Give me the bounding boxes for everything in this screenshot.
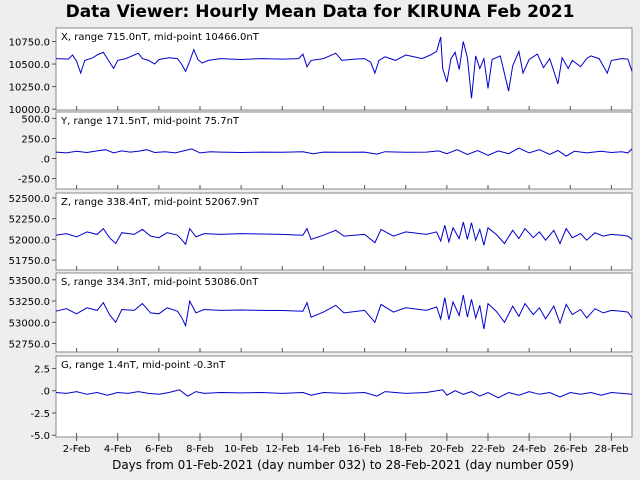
y-tick-label-z: 52250.0 — [9, 215, 50, 226]
y-tick-label-g: -5.0 — [30, 431, 50, 442]
y-tick-label-s: 52750.0 — [9, 340, 50, 351]
x-tick-label: 16-Feb — [348, 444, 382, 455]
y-tick-label-z: 51750.0 — [9, 256, 50, 267]
panel-y — [55, 111, 633, 190]
y-tick-label-s: 53250.0 — [9, 297, 50, 308]
x-tick-label: 10-Feb — [224, 444, 258, 455]
y-tick-label-g: -2.5 — [30, 409, 50, 420]
y-tick-label-g: .0 — [40, 387, 50, 398]
y-tick-label-x: 10250.0 — [9, 83, 50, 94]
x-tick-label: 12-Feb — [265, 444, 299, 455]
x-tick-label: 22-Feb — [471, 444, 505, 455]
y-tick-label-y: 250.0 — [21, 134, 50, 145]
series-line-z — [55, 221, 633, 246]
x-tick-label: 28-Feb — [594, 444, 628, 455]
panel-label-x: X, range 715.0nT, mid-point 10466.0nT — [61, 32, 260, 43]
panel-x — [55, 27, 633, 111]
x-tick-label: 20-Feb — [430, 444, 464, 455]
y-tick-label-g: 2.5 — [34, 364, 50, 375]
y-tick-label-s: 53000.0 — [9, 318, 50, 329]
panel-label-z: Z, range 338.4nT, mid-point 52067.9nT — [61, 197, 260, 208]
y-tick-label-x: 10750.0 — [9, 38, 50, 49]
series-line-x — [55, 36, 633, 99]
page-title: Data Viewer: Hourly Mean Data for KIRUNA… — [65, 2, 575, 22]
y-tick-label-y: -250.0 — [18, 175, 50, 186]
panel-g — [55, 355, 633, 438]
panel-label-g: G, range 1.4nT, mid-point -0.3nT — [61, 360, 226, 371]
series-line-s — [55, 295, 633, 330]
y-tick-label-y: .0 — [40, 155, 50, 166]
x-axis-label: Days from 01-Feb-2021 (day number 032) t… — [112, 458, 574, 472]
x-tick-label: 2-Feb — [63, 444, 91, 455]
y-tick-label-y: 500.0 — [21, 114, 50, 125]
series-line-g — [55, 389, 633, 399]
x-tick-label: 14-Feb — [306, 444, 340, 455]
x-tick-label: 18-Feb — [389, 444, 423, 455]
panel-label-y: Y, range 171.5nT, mid-point 75.7nT — [60, 116, 240, 127]
x-tick-label: 8-Feb — [186, 444, 214, 455]
x-tick-label: 6-Feb — [145, 444, 173, 455]
y-tick-label-z: 52000.0 — [9, 235, 50, 246]
panel-label-s: S, range 334.3nT, mid-point 53086.0nT — [61, 277, 259, 288]
x-tick-label: 26-Feb — [553, 444, 587, 455]
y-tick-label-z: 52500.0 — [9, 194, 50, 205]
x-tick-label: 24-Feb — [512, 444, 546, 455]
x-tick-label: 4-Feb — [104, 444, 132, 455]
series-line-y — [55, 147, 633, 157]
y-tick-label-s: 53500.0 — [9, 276, 50, 287]
y-tick-label-x: 10000.0 — [9, 105, 50, 116]
y-tick-label-x: 10500.0 — [9, 60, 50, 71]
panel-z — [55, 192, 633, 271]
